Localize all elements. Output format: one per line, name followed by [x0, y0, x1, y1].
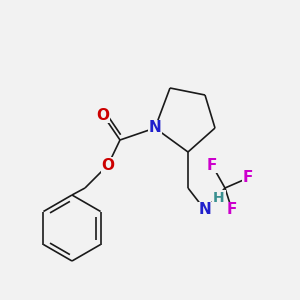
Text: F: F [207, 158, 217, 172]
Text: F: F [243, 170, 253, 185]
Text: N: N [199, 202, 212, 217]
Text: H: H [213, 191, 225, 205]
Text: O: O [101, 158, 115, 172]
Text: N: N [148, 121, 161, 136]
Text: O: O [97, 107, 110, 122]
Text: F: F [227, 202, 237, 217]
